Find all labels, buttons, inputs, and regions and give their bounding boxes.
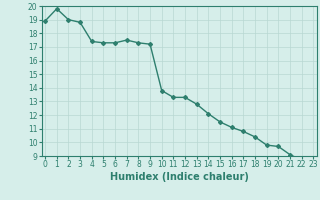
X-axis label: Humidex (Indice chaleur): Humidex (Indice chaleur) (110, 172, 249, 182)
